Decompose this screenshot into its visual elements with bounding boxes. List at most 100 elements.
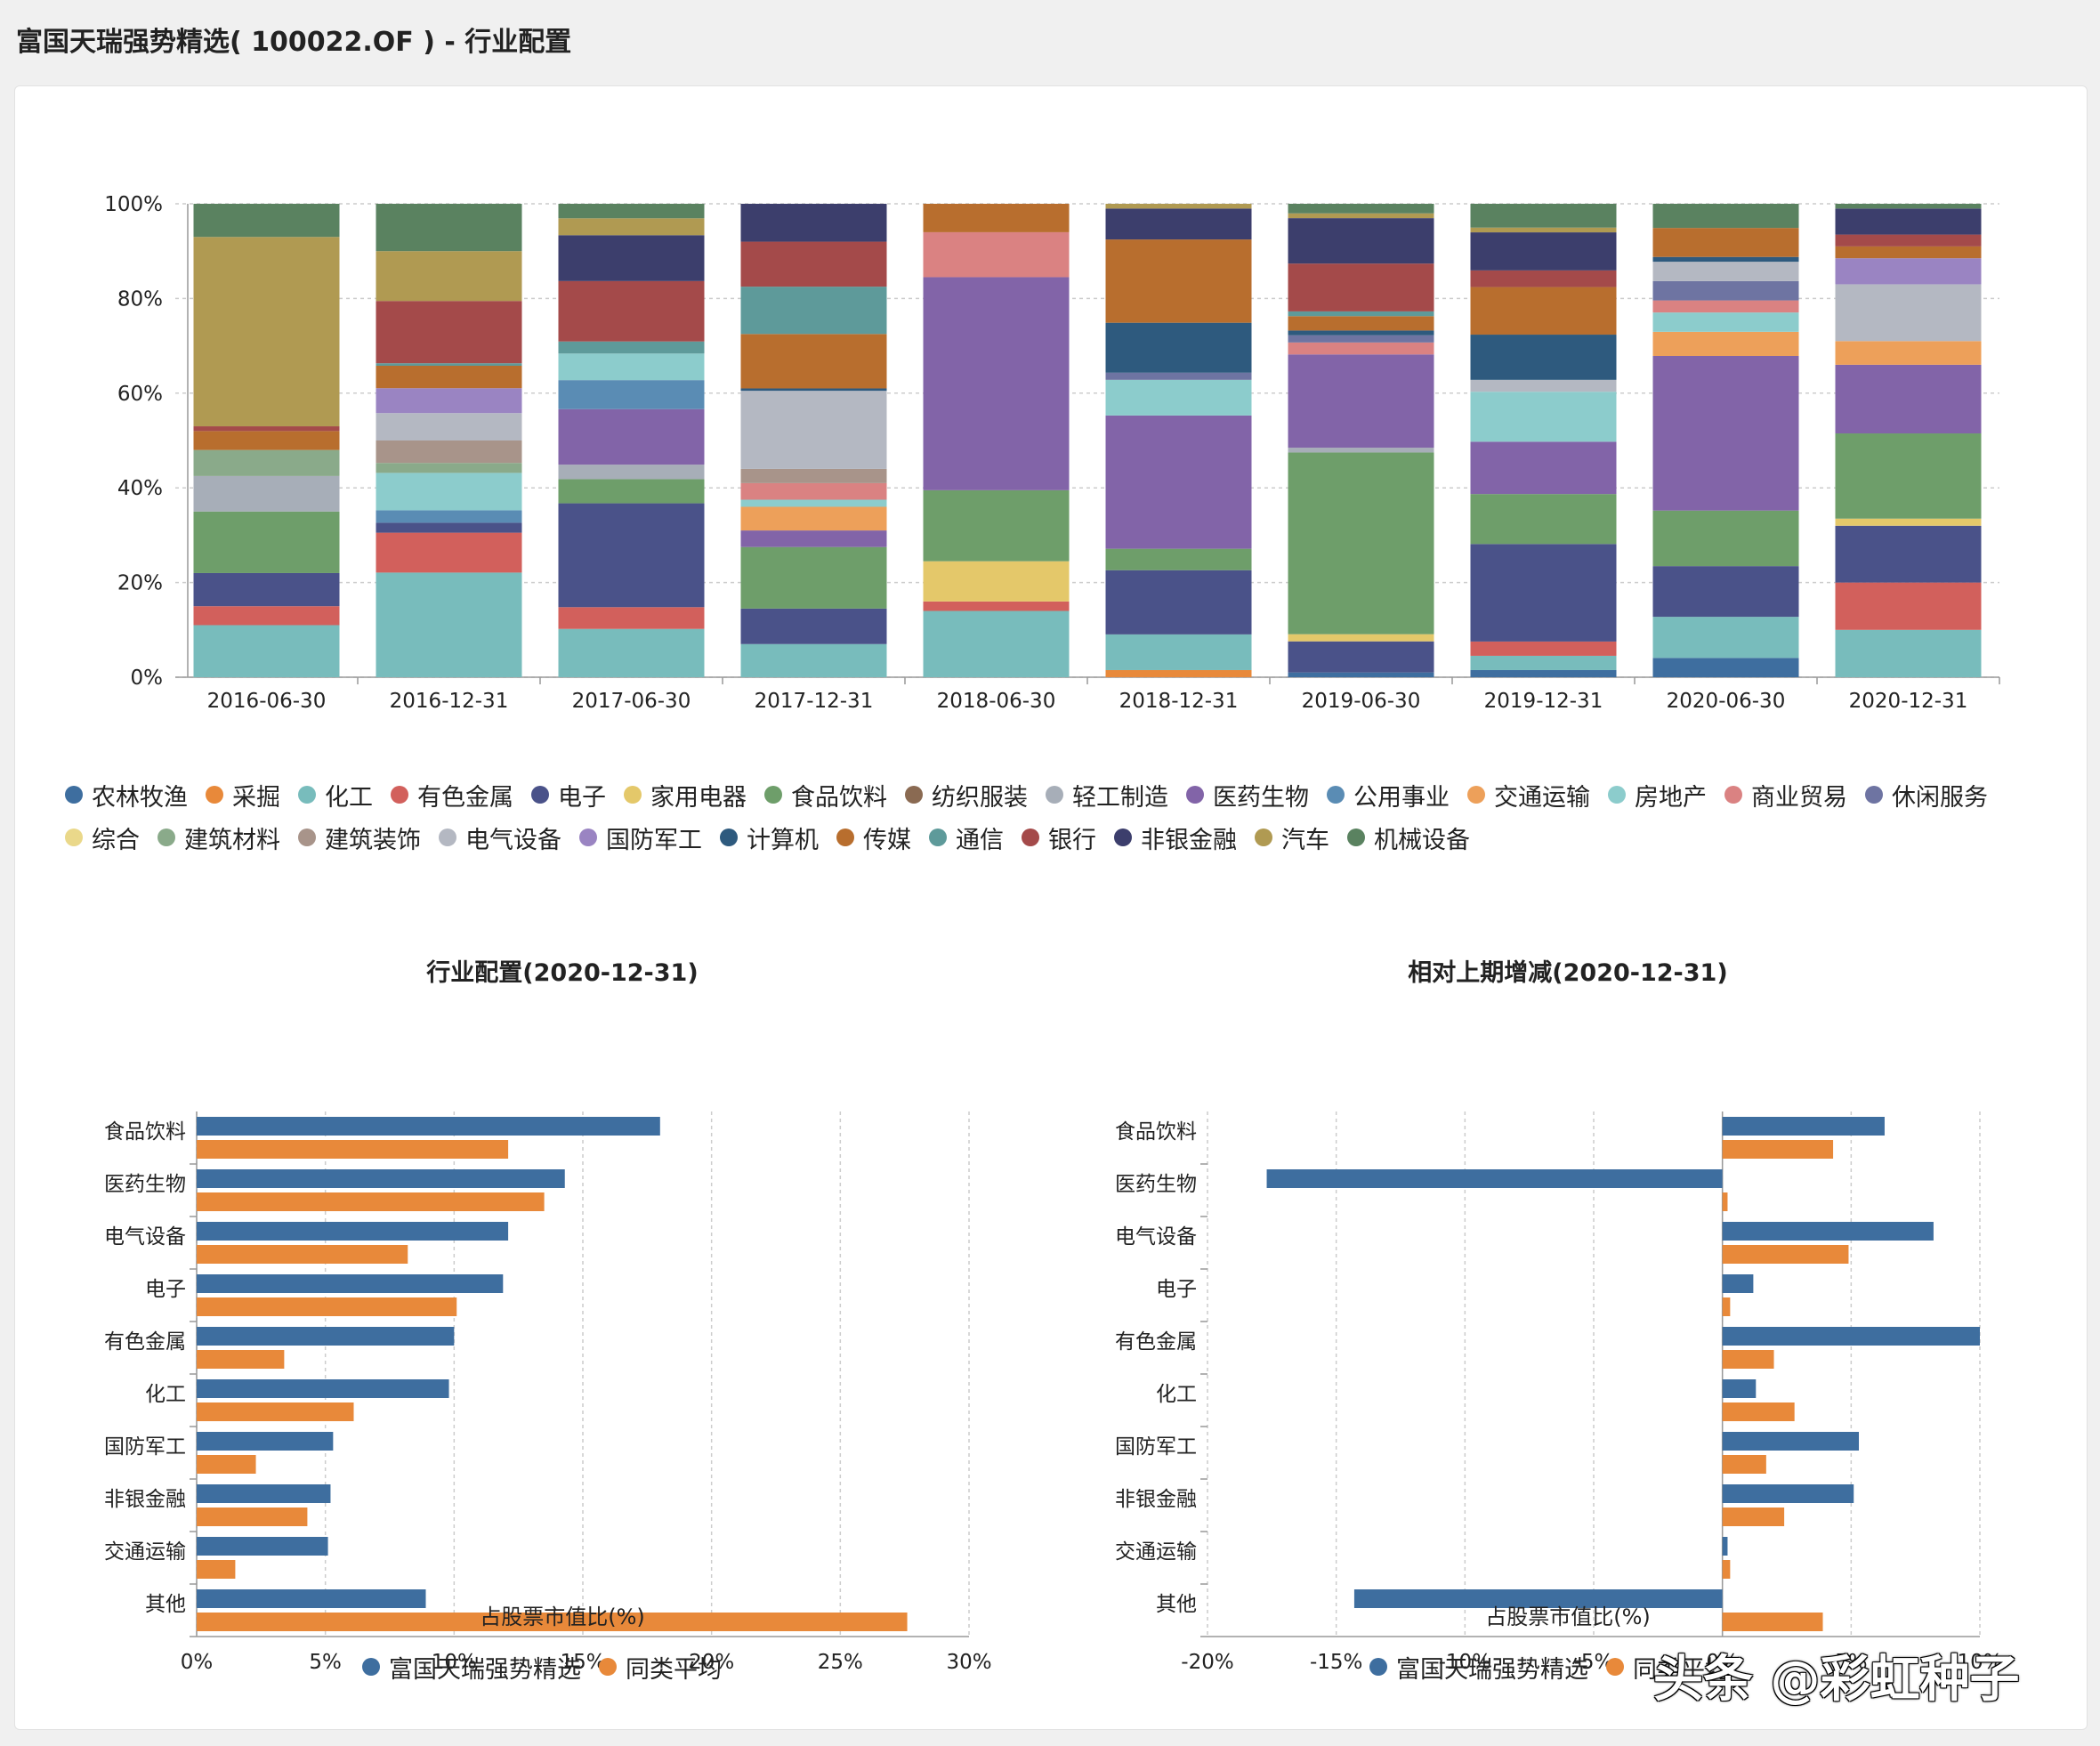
y-tick-label: 交通运输 [104, 1540, 186, 1564]
legend-item[interactable]: 交通运输 [1467, 773, 1590, 816]
legend-item[interactable]: 电子 [531, 773, 606, 816]
legend-item[interactable]: 房地产 [1608, 773, 1707, 816]
stacked-bar-segment [376, 532, 522, 573]
legend-label: 医药生物 [1213, 783, 1309, 812]
legend-item[interactable]: 食品饮料 [764, 773, 887, 816]
stacked-bar-segment [1835, 518, 1982, 526]
legend-label: 机械设备 [1374, 826, 1470, 854]
stacked-bar-segment [558, 280, 705, 342]
stacked-bar-segment [376, 388, 522, 414]
x-tick-label: 10% [432, 1651, 477, 1674]
legend-item[interactable]: 计算机 [720, 816, 819, 859]
fund-bar [1353, 1589, 1723, 1608]
stacked-bar-segment [1835, 258, 1982, 285]
y-tick-label: 电气设备 [104, 1225, 186, 1249]
legend-item[interactable]: 非银金融 [1114, 816, 1237, 859]
legend-color-dot [929, 829, 947, 846]
fund-bar [1722, 1379, 1757, 1398]
y-tick-label: 国防军工 [104, 1435, 186, 1459]
x-tick-label: 30% [946, 1651, 991, 1674]
legend-item[interactable]: 电气设备 [439, 816, 561, 859]
fund-bar [1266, 1169, 1723, 1188]
stacked-bar-segment [740, 388, 887, 392]
stacked-bar-segment [376, 522, 522, 533]
legend-item[interactable]: 国防军工 [579, 816, 702, 859]
stacked-bar-segment [1652, 566, 1799, 618]
fund-bar [1722, 1537, 1728, 1556]
y-tick-label: 医药生物 [104, 1173, 186, 1196]
legend-color-dot [1724, 786, 1742, 804]
peer-average-bar [1722, 1245, 1849, 1264]
legend-item[interactable]: 富国天瑞强势精选 [1369, 1645, 1588, 1688]
stacked-bar-segment [558, 353, 705, 381]
stacked-bar-segment [558, 607, 705, 629]
stacked-bar-segment [558, 408, 705, 465]
stacked-bar-segment [376, 251, 522, 302]
left-x-axis-label: 占股票市值比(%) [480, 1605, 645, 1629]
stacked-bar-segment [1835, 525, 1982, 583]
legend-item[interactable]: 通信 [929, 816, 1004, 859]
legend-item[interactable]: 公用事业 [1327, 773, 1450, 816]
x-tick-label: 2019-12-31 [1484, 690, 1603, 709]
fund-bar [1722, 1432, 1860, 1451]
fund-bar [197, 1169, 565, 1188]
legend-item[interactable]: 纺织服装 [905, 773, 1028, 816]
stacked-bar-segment [1470, 204, 1617, 228]
y-tick-label: 有色金属 [1115, 1330, 1197, 1354]
legend-color-dot [362, 1658, 380, 1676]
legend-item[interactable]: 家用电器 [624, 773, 747, 816]
stacked-bar-segment [1835, 208, 1982, 235]
stacked-bar-segment [1288, 342, 1434, 355]
legend-label: 房地产 [1635, 783, 1707, 812]
stacked-bar-segment [1835, 204, 1982, 209]
legend-item[interactable]: 建筑装饰 [298, 816, 421, 859]
stacked-bar-segment [1105, 379, 1252, 416]
stacked-bar-segment [558, 479, 705, 504]
legend-color-dot [1865, 786, 1883, 804]
y-tick-label: 国防军工 [1115, 1435, 1197, 1459]
legend-item[interactable]: 综合 [65, 816, 140, 859]
stacked-bar-segment [558, 204, 705, 219]
legend-item[interactable]: 有色金属 [391, 773, 513, 816]
y-tick-label: 其他 [1156, 1593, 1197, 1616]
legend-item[interactable]: 医药生物 [1186, 773, 1309, 816]
stacked-bar-segment [740, 204, 887, 242]
legend-item[interactable]: 传媒 [836, 816, 911, 859]
legend-item[interactable]: 轻工制造 [1046, 773, 1168, 816]
legend-label: 国防军工 [606, 826, 702, 854]
legend-item[interactable]: 同类平均 [1606, 1645, 1729, 1688]
fund-bar [1722, 1484, 1854, 1503]
y-tick-label: 医药生物 [1115, 1173, 1197, 1196]
stacked-bar-segment [558, 218, 705, 236]
legend-item[interactable]: 化工 [298, 773, 373, 816]
legend-item[interactable]: 同类平均 [599, 1645, 722, 1688]
legend-item[interactable]: 汽车 [1255, 816, 1329, 859]
peer-average-bar [1722, 1508, 1785, 1526]
stacked-bar-segment [1288, 204, 1434, 214]
stacked-bar-segment [1652, 331, 1799, 356]
legend-color-dot [1467, 786, 1485, 804]
stacked-bar-segment [1288, 213, 1434, 219]
legend-item[interactable]: 采掘 [206, 773, 280, 816]
stacked-bar-segment [1652, 262, 1799, 281]
x-tick-label: 2020-12-31 [1849, 690, 1968, 709]
stacked-bar-segment [923, 601, 1070, 611]
legend-item[interactable]: 农林牧渔 [65, 773, 188, 816]
x-tick-label: 2018-12-31 [1119, 690, 1239, 709]
stacked-bar-segment [1652, 617, 1799, 659]
legend-color-dot [298, 786, 316, 804]
legend-item[interactable]: 建筑材料 [158, 816, 280, 859]
y-tick-label: 交通运输 [1115, 1540, 1197, 1564]
legend-item[interactable]: 商业贸易 [1724, 773, 1847, 816]
legend-item[interactable]: 机械设备 [1347, 816, 1470, 859]
legend-color-dot [1606, 1658, 1624, 1676]
x-tick-label: 5% [309, 1651, 342, 1674]
legend-item[interactable]: 休闲服务 [1865, 773, 1988, 816]
legend-color-dot [905, 786, 923, 804]
legend-item[interactable]: 富国天瑞强势精选 [362, 1645, 581, 1688]
industry-allocation-bar-chart: 0% 5% 10% 15% 20% 25% 30% 食品饮料医药生物电气设备电子有色金属化工国… [104, 1111, 992, 1674]
stacked-bar-segment [1288, 354, 1434, 449]
stacked-bar-segment [1835, 234, 1982, 247]
legend-item[interactable]: 银行 [1022, 816, 1096, 859]
stacked-bar-segment [1288, 330, 1434, 335]
